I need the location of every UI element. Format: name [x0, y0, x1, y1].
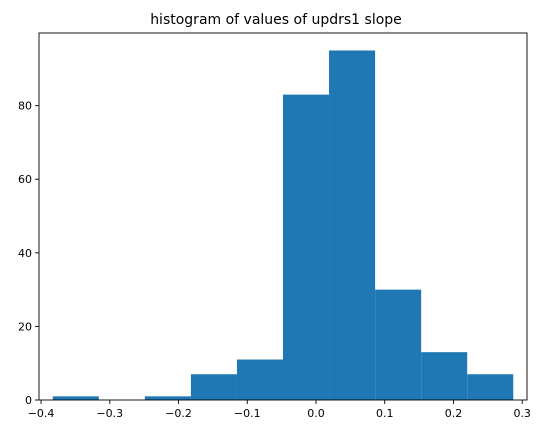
histogram-bar [375, 289, 422, 400]
histogram-bar [236, 359, 283, 400]
y-tick-label: 60 [18, 173, 32, 186]
x-tick-label: 0.0 [307, 407, 325, 420]
y-tick-label: 80 [18, 100, 32, 113]
y-axis-ticks: 0 20 40 60 80 [18, 100, 39, 407]
x-tick-label: 0.3 [513, 407, 531, 420]
histogram-bar [467, 374, 514, 400]
x-tick-label: −0.2 [165, 407, 192, 420]
histogram-bar [283, 94, 330, 401]
x-tick-label: 0.1 [376, 407, 394, 420]
axes-frame [38, 32, 528, 401]
histogram-bars [52, 50, 514, 401]
y-tick-label: 0 [25, 394, 32, 407]
x-tick-label: 0.2 [445, 407, 463, 420]
x-tick-label: −0.1 [234, 407, 261, 420]
y-tick-label: 20 [18, 320, 32, 333]
x-axis-ticks: −0.4 −0.3 −0.2 −0.1 0.0 0.1 0.2 0.3 [28, 400, 531, 420]
histogram-bar [190, 374, 237, 400]
x-tick-label: −0.4 [28, 407, 55, 420]
histogram-bar [144, 396, 191, 400]
histogram-bar [329, 50, 376, 400]
histogram-bar [52, 396, 99, 400]
y-tick-label: 40 [18, 247, 32, 260]
x-tick-label: −0.3 [96, 407, 123, 420]
chart-title: histogram of values of updrs1 slope [150, 12, 402, 28]
histogram-bar [421, 352, 468, 400]
